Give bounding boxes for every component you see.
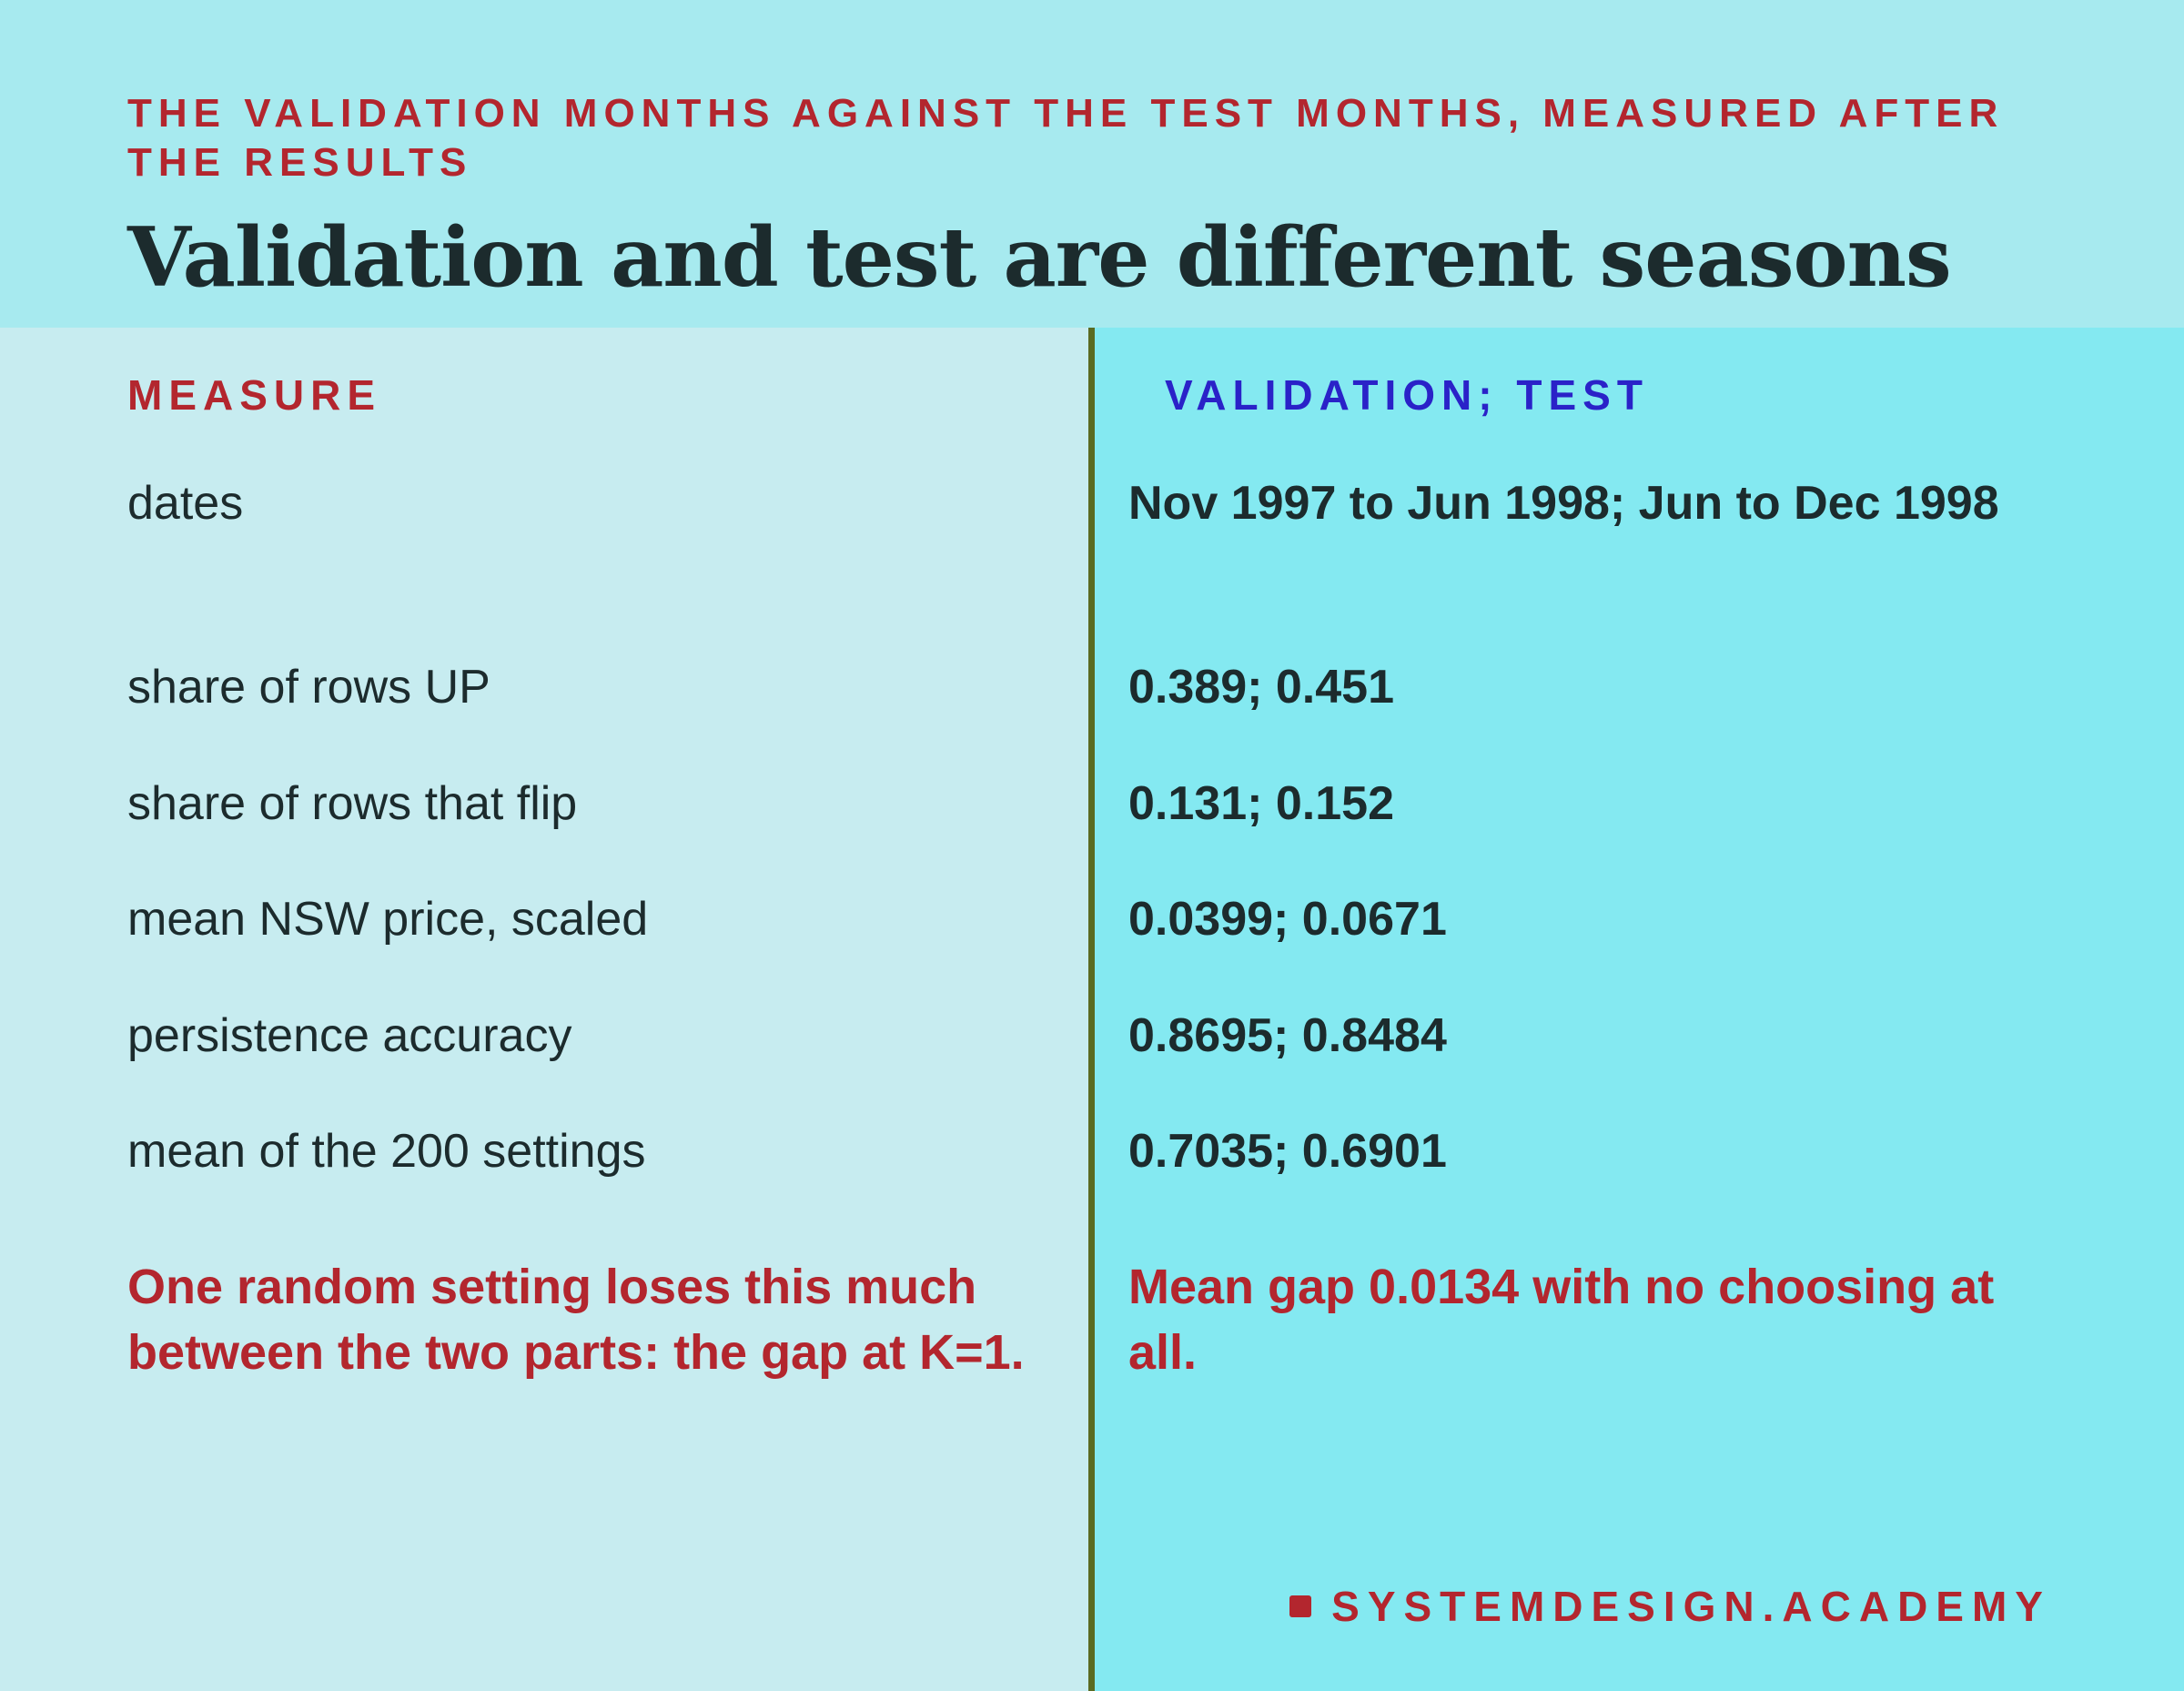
row-label-dates: dates	[127, 477, 244, 530]
row-label-share-flip: share of rows that flip	[127, 777, 578, 830]
measure-panel	[0, 328, 1088, 1691]
header-band: THE VALIDATION MONTHS AGAINST THE TEST M…	[0, 0, 2184, 328]
row-value-dates: Nov 1997 to Jun 1998; Jun to Dec 1998	[1128, 477, 1999, 530]
row-value-share-up: 0.389; 0.451	[1128, 661, 1395, 714]
row-value-persistence: 0.8695; 0.8484	[1128, 1009, 1447, 1062]
column-header-values: VALIDATION; TEST	[1165, 371, 1649, 419]
note-right: Mean gap 0.0134 with no choosing at all.	[1128, 1260, 1995, 1380]
column-header-measure: MEASURE	[127, 371, 382, 419]
row-value-share-flip: 0.131; 0.152	[1128, 777, 1395, 830]
row-label-mean-settings: mean of the 200 settings	[127, 1125, 646, 1178]
note-left: One random setting loses this much betwe…	[127, 1260, 1025, 1380]
row-value-mean-settings: 0.7035; 0.6901	[1128, 1125, 1447, 1178]
brand-label: SYSTEMDESIGN.ACADEMY	[1331, 1583, 2051, 1630]
values-panel	[1095, 328, 2184, 1691]
kicker: THE VALIDATION MONTHS AGAINST THE TEST M…	[127, 91, 2005, 185]
row-label-share-up: share of rows UP	[127, 661, 490, 714]
row-label-persistence: persistence accuracy	[127, 1009, 572, 1062]
column-divider	[1088, 328, 1095, 1691]
page-title: Validation and test are different season…	[127, 209, 1952, 306]
row-value-mean-price: 0.0399; 0.0671	[1128, 893, 1447, 946]
row-label-mean-price: mean NSW price, scaled	[127, 893, 649, 946]
brand-footer: SYSTEMDESIGN.ACADEMY	[1289, 1582, 2051, 1631]
square-bullet-icon	[1289, 1595, 1312, 1617]
